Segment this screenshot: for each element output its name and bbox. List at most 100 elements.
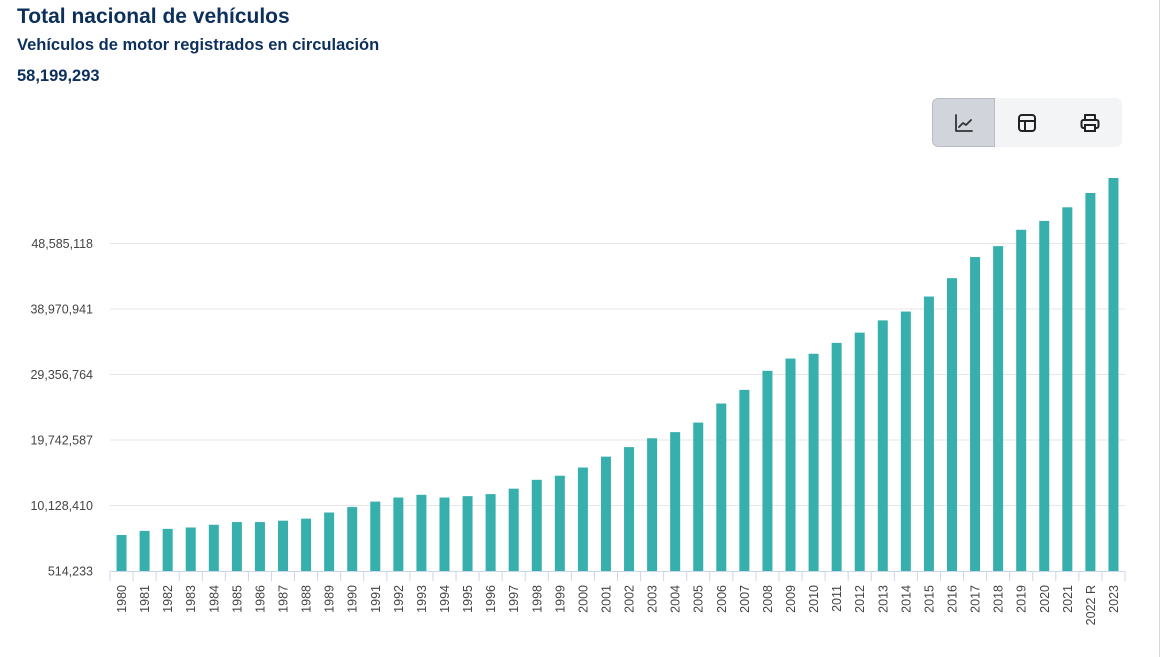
chart-view-button[interactable] [932, 98, 996, 147]
bar[interactable] [647, 438, 658, 571]
bar[interactable] [970, 257, 981, 571]
x-tick-label: 1989 [323, 585, 337, 613]
bar[interactable] [416, 494, 427, 571]
bar[interactable] [278, 520, 289, 571]
bar[interactable] [162, 528, 173, 571]
view-toolbar [932, 98, 1122, 147]
bar[interactable] [370, 501, 381, 571]
bar[interactable] [1108, 178, 1119, 572]
x-tick-label: 2020 [1038, 585, 1052, 613]
bar[interactable] [554, 475, 565, 571]
bar[interactable] [716, 403, 727, 571]
chart-subtitle: Vehículos de motor registrados en circul… [17, 36, 380, 54]
bar[interactable] [600, 456, 611, 571]
x-tick-label: 2003 [646, 585, 660, 613]
x-tick-label: 2016 [945, 585, 959, 613]
x-tick-label: 2013 [876, 585, 890, 613]
bar[interactable] [762, 370, 773, 571]
table-icon [1017, 113, 1036, 132]
x-tick-label: 1998 [530, 585, 544, 613]
x-tick-label: 2009 [784, 585, 798, 613]
bar[interactable] [139, 530, 150, 571]
bar[interactable] [231, 522, 242, 571]
bar[interactable] [393, 497, 404, 571]
bar[interactable] [254, 522, 265, 571]
x-tick-label: 1983 [184, 585, 198, 613]
y-tick-label: 29,356,764 [30, 368, 93, 382]
x-tick-label: 1996 [484, 585, 498, 613]
bar[interactable] [831, 342, 842, 571]
print-button[interactable] [1059, 98, 1122, 147]
bar[interactable] [1062, 207, 1073, 572]
x-axis [109, 571, 1126, 581]
bar[interactable] [439, 497, 450, 571]
y-axis-labels: 514,233 10,128,410 19,742,587 29,356,764 38,… [30, 237, 93, 579]
y-tick-label: 38,970,941 [30, 303, 93, 317]
bar[interactable] [739, 389, 750, 571]
y-tick-label: 48,585,118 [31, 237, 93, 251]
x-tick-label: 2023 [1107, 585, 1121, 613]
x-axis-labels: 1980 1981 1982 1983 1984 1985 1986 1987 1988 1989… [115, 585, 1121, 625]
bar[interactable] [693, 422, 704, 571]
x-tick-label: 2018 [992, 585, 1006, 613]
bar[interactable] [900, 311, 911, 571]
bar[interactable] [485, 494, 496, 571]
bar[interactable] [785, 358, 796, 571]
bar[interactable] [670, 432, 681, 571]
bar[interactable] [185, 527, 196, 571]
x-tick-label: 1993 [415, 585, 429, 613]
x-tick-label: 2000 [576, 585, 590, 613]
bar[interactable] [324, 512, 335, 571]
x-tick-label: 2006 [715, 585, 729, 613]
bar[interactable] [1039, 220, 1050, 571]
bar[interactable] [508, 488, 519, 571]
bar[interactable] [116, 534, 127, 571]
right-border [1159, 0, 1160, 657]
x-tick-label: 1988 [300, 585, 314, 613]
bar[interactable] [208, 524, 219, 571]
bar[interactable] [1085, 192, 1096, 572]
bar[interactable] [301, 518, 312, 571]
x-tick-label: 1997 [507, 585, 521, 613]
x-tick-label: 2012 [853, 585, 867, 613]
bar[interactable] [946, 278, 957, 571]
table-view-button[interactable] [995, 98, 1058, 147]
bar[interactable] [854, 332, 865, 571]
x-tick-label: 2005 [692, 585, 706, 613]
y-tick-label: 514,233 [48, 565, 93, 579]
line-chart-icon [954, 113, 973, 132]
bar-chart: 514,233 10,128,410 19,742,587 29,356,764 38,… [30, 178, 1126, 625]
bar[interactable] [993, 246, 1004, 571]
x-tick-label: 1995 [461, 585, 475, 613]
x-tick-label: 2022 R [1084, 585, 1098, 625]
x-tick-label: 1986 [253, 585, 267, 613]
bar[interactable] [808, 353, 819, 571]
y-tick-label: 10,128,410 [30, 499, 93, 513]
x-tick-label: 2007 [738, 585, 752, 613]
x-tick-label: 1982 [161, 585, 175, 613]
x-tick-label: 2014 [899, 585, 913, 613]
x-tick-label: 1991 [369, 585, 383, 613]
x-tick-label: 1999 [553, 585, 567, 613]
x-tick-label: 2002 [623, 585, 637, 613]
bar[interactable] [624, 447, 635, 571]
y-tick-label: 19,742,587 [30, 434, 93, 448]
bar[interactable] [877, 320, 888, 571]
bar[interactable] [462, 496, 473, 571]
x-tick-label: 1985 [230, 585, 244, 613]
bar[interactable] [531, 479, 542, 571]
print-icon [1080, 113, 1100, 132]
x-tick-label: 1980 [115, 585, 129, 613]
bar[interactable] [577, 467, 588, 571]
bar[interactable] [923, 296, 934, 571]
x-tick-label: 1981 [138, 585, 152, 613]
x-tick-label: 2017 [969, 585, 983, 613]
bar[interactable] [347, 507, 358, 571]
x-tick-label: 1992 [392, 585, 406, 613]
x-tick-label: 2008 [761, 585, 775, 613]
bar[interactable] [1016, 229, 1027, 572]
x-tick-label: 1994 [438, 585, 452, 613]
x-tick-label: 1987 [277, 585, 291, 613]
x-tick-label: 2019 [1015, 585, 1029, 613]
x-tick-label: 2004 [669, 585, 683, 613]
